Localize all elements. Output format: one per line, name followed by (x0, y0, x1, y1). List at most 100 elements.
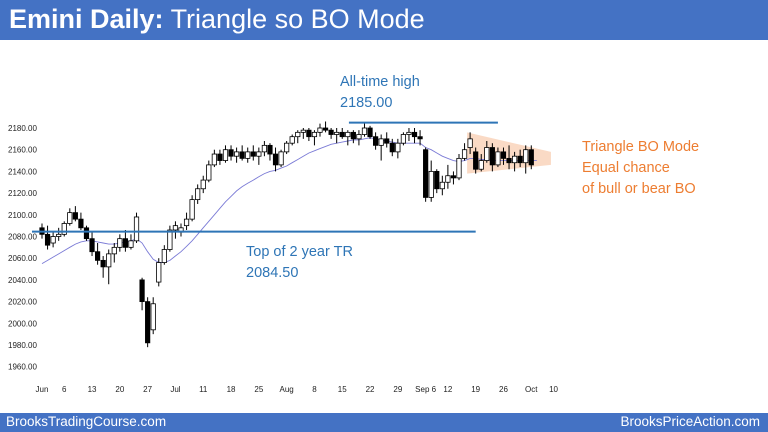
candle (300, 128, 306, 139)
x-tick-label: 8 (312, 385, 317, 394)
candle-body (56, 233, 62, 237)
candle (428, 160, 434, 202)
candle-body (272, 153, 279, 166)
candle-body (500, 151, 507, 159)
triangle-label-line2: Equal chance (582, 160, 670, 176)
candle (150, 297, 156, 335)
candle-body (117, 238, 123, 248)
candle-body (328, 129, 334, 135)
candle (228, 145, 234, 161)
candle-body (267, 144, 273, 155)
candle (411, 128, 418, 144)
candle (395, 138, 401, 159)
candle-body (345, 131, 351, 138)
candle (317, 123, 323, 137)
y-tick-label: 2100.00 (8, 211, 37, 220)
candle (161, 245, 167, 265)
candle (83, 225, 90, 241)
candle (167, 225, 173, 252)
candle-body (106, 253, 112, 268)
candle-body (250, 151, 256, 157)
title-bar: Emini Daily: Triangle so BO Mode (0, 0, 768, 40)
candle (78, 212, 84, 230)
candle (350, 130, 356, 144)
candle (44, 225, 51, 250)
candle (178, 223, 184, 237)
candle-body (206, 164, 212, 181)
triangle-label-line3: of bull or bear BO (582, 181, 696, 197)
x-tick-label: Oct (525, 385, 538, 394)
candle-body (478, 160, 484, 170)
candle (356, 130, 362, 146)
candle (322, 121, 329, 133)
candle-body (95, 251, 101, 261)
candle-body (211, 153, 217, 166)
candle (61, 221, 67, 237)
candle-body (339, 131, 345, 138)
candle-body (523, 149, 529, 164)
candle (139, 277, 145, 311)
candle-body (456, 157, 462, 179)
candle (239, 145, 245, 161)
candle (361, 122, 368, 137)
candle (206, 160, 212, 183)
candle (523, 145, 529, 174)
y-tick-label: 1960.00 (8, 363, 37, 372)
candle-body (61, 223, 67, 235)
x-tick-label: Jun (36, 385, 49, 394)
x-tick-label: 12 (443, 385, 452, 394)
candle (128, 234, 134, 250)
candle (122, 229, 128, 252)
y-tick-label: 2180.00 (8, 124, 37, 133)
candle (467, 132, 473, 155)
candle (156, 258, 162, 287)
candle-body (128, 240, 134, 248)
candle (233, 147, 240, 163)
candle (311, 130, 318, 146)
candle (278, 149, 284, 168)
candle-body (367, 127, 373, 138)
y-tick-label: 2000.00 (8, 319, 37, 328)
candle (133, 212, 140, 244)
candle (56, 227, 62, 241)
candle-body (300, 129, 306, 133)
x-tick-label: 13 (88, 385, 97, 394)
candle-body (156, 262, 162, 283)
candle (512, 151, 518, 172)
candle (95, 243, 101, 265)
x-tick-label: 26 (499, 385, 508, 394)
candle (289, 134, 295, 146)
x-tick-label: 18 (227, 385, 236, 394)
candle (200, 175, 206, 194)
candle-body (350, 131, 356, 140)
candle-body (100, 259, 106, 268)
footer-right-link[interactable]: BrooksPriceAction.com (620, 414, 760, 429)
candle (389, 138, 395, 157)
candle (506, 145, 512, 170)
candle (445, 164, 451, 189)
candle-body (83, 227, 90, 240)
candle (50, 232, 56, 248)
candle-body (489, 147, 495, 166)
y-tick-label: 2160.00 (8, 146, 37, 155)
candle (145, 297, 151, 348)
y-tick-label: 1980.00 (8, 341, 37, 350)
candle-body (261, 144, 268, 153)
candle-body (311, 131, 318, 138)
candle-body (89, 238, 95, 253)
candle-body (239, 151, 245, 159)
candle (417, 130, 423, 146)
candle-body (200, 179, 206, 190)
footer-left-link[interactable]: BrooksTradingCourse.com (6, 414, 167, 429)
candle (450, 171, 457, 185)
candle (250, 145, 256, 161)
candle-body (306, 129, 312, 138)
candle (306, 128, 312, 142)
candle-body (217, 153, 223, 161)
candle (272, 147, 279, 172)
candle (100, 256, 106, 278)
candle-body (50, 236, 56, 244)
candle-body (256, 151, 262, 157)
candle (267, 143, 273, 161)
candle-body (284, 142, 290, 153)
